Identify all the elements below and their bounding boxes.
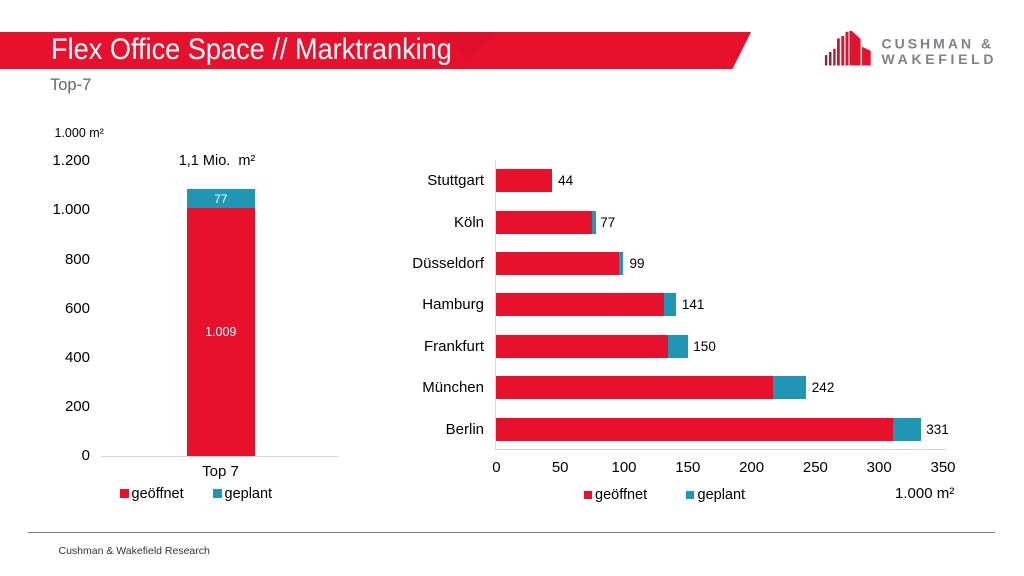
svg-text:CUSHMAN &: CUSHMAN & [882, 35, 995, 51]
svg-text:WAKEFIELD: WAKEFIELD [882, 51, 998, 67]
